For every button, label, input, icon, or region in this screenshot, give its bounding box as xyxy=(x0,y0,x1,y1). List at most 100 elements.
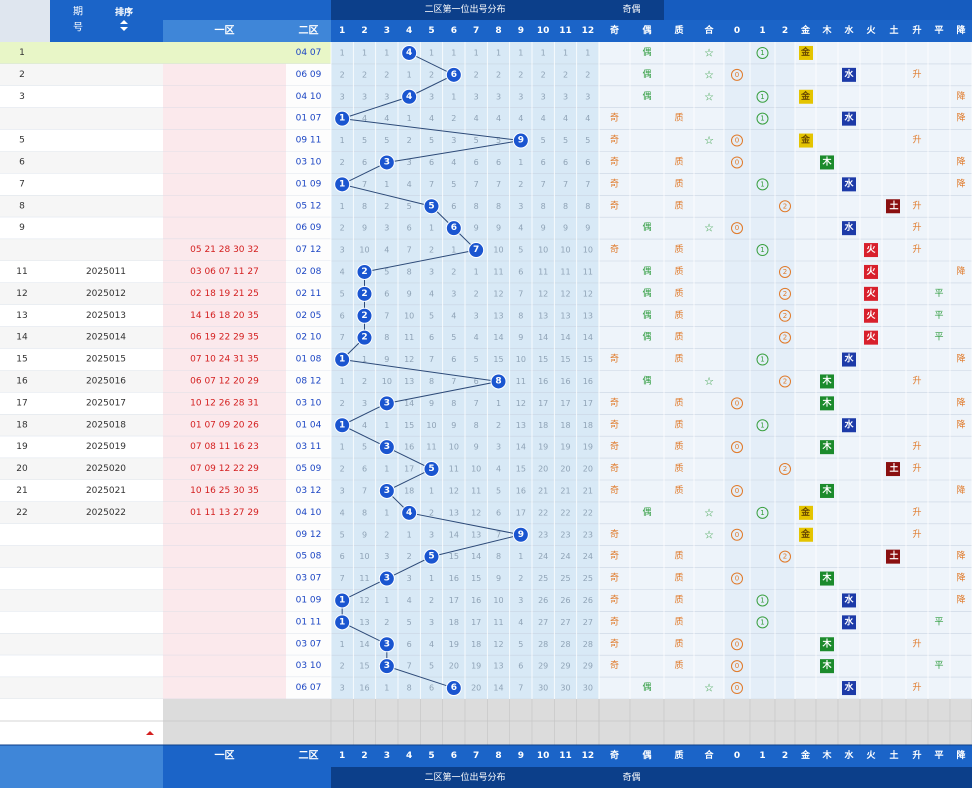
tag-element-box xyxy=(886,549,900,564)
tag-remainder: 1 xyxy=(760,180,764,188)
miss-count: 6 xyxy=(585,158,590,167)
row-left-bg xyxy=(0,239,163,261)
miss-count: 11 xyxy=(560,267,570,276)
row-zone1-bg xyxy=(163,151,286,174)
tag-even: 偶 xyxy=(642,681,651,693)
miss-count: 23 xyxy=(583,530,593,539)
tag-element-box xyxy=(799,505,813,520)
attribute-col-header: 合 xyxy=(704,24,714,36)
tag-element-box xyxy=(820,659,834,674)
row-zone1-numbers: 07 09 12 22 29 xyxy=(190,464,259,474)
zone1-header-label: 一区 xyxy=(215,25,235,37)
row-zone1-bg xyxy=(163,261,286,283)
tag-odd: 奇 xyxy=(610,615,619,627)
miss-count: 9 xyxy=(496,224,501,233)
miss-count: 4 xyxy=(474,114,479,123)
miss-count: 5 xyxy=(474,136,479,145)
attribute-col-header: 2 xyxy=(782,26,788,36)
miss-count: 1 xyxy=(340,202,345,211)
miss-count: 20 xyxy=(449,662,459,671)
tag-remainder-circle xyxy=(779,463,791,476)
number-col-header: 4 xyxy=(406,26,412,36)
tag-prime: 质 xyxy=(674,572,683,584)
hit-ball-number: 4 xyxy=(406,508,412,518)
miss-count: 19 xyxy=(538,443,548,452)
row-zone1-bg xyxy=(163,611,286,634)
tag-element: 金 xyxy=(800,528,811,540)
miss-count: 11 xyxy=(493,267,503,276)
miss-count: 13 xyxy=(471,530,481,539)
row-left-bg xyxy=(0,370,163,393)
tag-element: 土 xyxy=(889,550,898,562)
row-zone2-numbers: 03 10 xyxy=(296,157,322,167)
footer-attribute-header: 0 xyxy=(734,751,740,761)
tag-remainder: 0 xyxy=(735,399,739,407)
miss-count: 8 xyxy=(518,311,523,320)
tag-element: 火 xyxy=(866,332,876,343)
miss-count: 10 xyxy=(471,465,481,474)
sort-arrows-icon[interactable] xyxy=(120,20,128,31)
tag-trend: 降 xyxy=(956,484,965,496)
footer-number-header: 1 xyxy=(339,751,345,761)
row-period: 2025020 xyxy=(86,464,126,474)
miss-count: 2 xyxy=(474,70,479,79)
attribute-col-header: 木 xyxy=(821,24,832,36)
tag-element-box xyxy=(820,374,834,389)
hit-ball xyxy=(356,307,373,324)
tag-odd: 奇 xyxy=(610,440,619,452)
miss-count: 4 xyxy=(541,114,546,123)
footer-distribution-title: 二区第一位出号分布 xyxy=(424,771,505,783)
footer-parity-title: 奇偶 xyxy=(622,771,640,783)
miss-count: 3 xyxy=(407,574,412,583)
miss-count: 8 xyxy=(496,202,501,211)
tag-remainder-circle xyxy=(731,638,743,651)
miss-count: 11 xyxy=(404,333,414,342)
row-zone2-bg xyxy=(286,282,331,305)
row-zone2-numbers: 01 09 xyxy=(296,179,322,189)
row-zone2-numbers: 08 12 xyxy=(296,376,322,386)
row-zone2-bg xyxy=(286,458,331,480)
miss-count: 5 xyxy=(585,136,590,145)
hit-ball xyxy=(512,526,529,543)
tag-trend: 降 xyxy=(956,550,965,562)
tag-even: 偶 xyxy=(642,374,651,386)
tag-trend: 平 xyxy=(934,332,943,343)
sort-header-label[interactable]: 排序 xyxy=(115,6,133,18)
row-zone1-bg xyxy=(163,348,286,371)
miss-count: 7 xyxy=(384,311,389,320)
row-seq: 12 xyxy=(16,289,27,299)
miss-count: 13 xyxy=(516,421,526,430)
footer-attribute-header: 质 xyxy=(674,749,683,761)
attribute-col-header: 降 xyxy=(956,24,966,36)
tag-remainder: 1 xyxy=(760,596,764,604)
number-col-header: 6 xyxy=(451,26,457,36)
miss-count: 14 xyxy=(583,333,593,342)
miss-count: 9 xyxy=(518,333,523,342)
tag-element: 水 xyxy=(844,353,854,365)
miss-count: 9 xyxy=(362,530,367,539)
row-zone2-numbers: 03 07 xyxy=(296,574,322,584)
miss-count: 2 xyxy=(384,618,389,627)
miss-count: 1 xyxy=(340,640,345,649)
row-zone1-bg xyxy=(163,63,286,86)
tag-remainder-circle xyxy=(731,484,743,497)
row-left-bg xyxy=(0,304,163,327)
tag-trend: 升 xyxy=(912,222,921,233)
row-left-bg xyxy=(0,523,163,546)
tag-odd: 奇 xyxy=(610,418,619,430)
tag-remainder: 1 xyxy=(760,618,764,626)
miss-count: 6 xyxy=(407,224,412,233)
tag-trend: 升 xyxy=(912,463,921,474)
miss-count: 29 xyxy=(560,662,570,671)
tag-element-box xyxy=(820,637,834,652)
tag-odd: 奇 xyxy=(610,528,619,540)
miss-count: 3 xyxy=(362,92,367,101)
number-col-header: 1 xyxy=(339,26,345,36)
tag-element-box xyxy=(820,571,834,586)
tag-element: 水 xyxy=(844,112,854,124)
tag-odd: 奇 xyxy=(610,572,619,584)
hit-ball-number: 1 xyxy=(339,355,345,365)
miss-count: 15 xyxy=(583,355,593,364)
miss-count: 1 xyxy=(518,158,523,167)
tag-remainder: 0 xyxy=(735,575,739,583)
